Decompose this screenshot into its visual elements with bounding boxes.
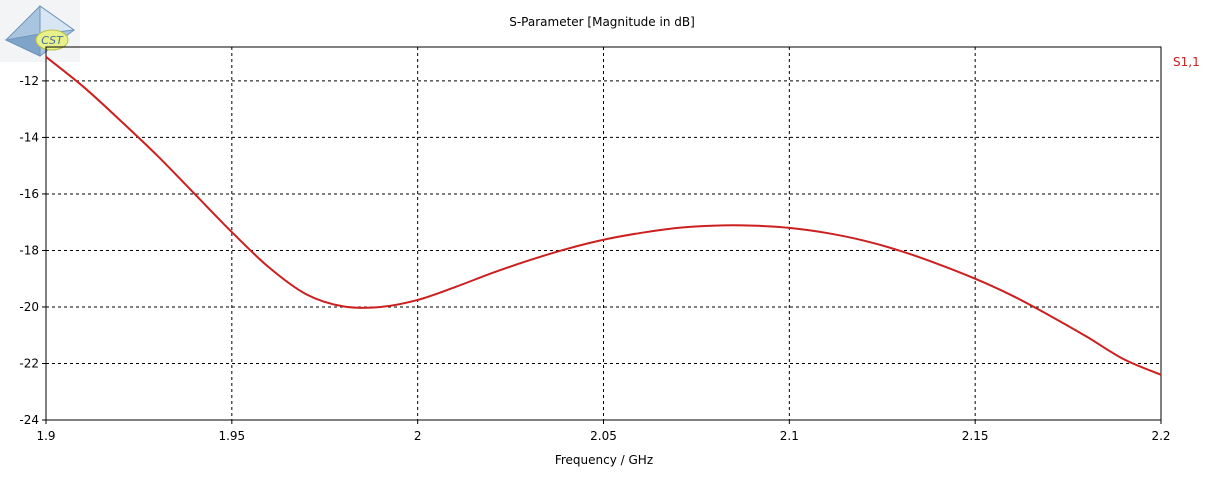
x-tick-label: 1.95 xyxy=(218,429,245,443)
y-tick-label: -24 xyxy=(19,413,39,427)
x-axis-ticks: 1.9 1.95 2 2.05 2.1 2.15 2.2 xyxy=(36,420,1171,443)
chart-title: S-Parameter [Magnitude in dB] xyxy=(509,15,695,29)
y-tick-label: -18 xyxy=(19,243,39,257)
y-tick-label: -22 xyxy=(19,356,39,370)
grid xyxy=(46,47,1161,420)
x-tick-label: 2.05 xyxy=(590,429,617,443)
x-tick-label: 2.1 xyxy=(780,429,799,443)
logo-text: CST xyxy=(41,34,64,47)
y-tick-label: -12 xyxy=(19,74,39,88)
y-axis-ticks: -12 -14 -16 -18 -20 -22 -24 xyxy=(19,74,46,427)
x-tick-label: 2.15 xyxy=(962,429,989,443)
x-tick-label: 2 xyxy=(414,429,422,443)
series-line-s11 xyxy=(45,56,1162,376)
y-tick-label: -20 xyxy=(19,300,39,314)
x-axis-label: Frequency / GHz xyxy=(555,453,653,467)
y-tick-label: -16 xyxy=(19,187,39,201)
legend-entry-s11: S1,1 xyxy=(1173,55,1200,69)
x-tick-label: 2.2 xyxy=(1151,429,1170,443)
x-tick-label: 1.9 xyxy=(36,429,55,443)
cst-logo-icon: CST xyxy=(0,0,80,62)
y-tick-label: -14 xyxy=(19,130,39,144)
